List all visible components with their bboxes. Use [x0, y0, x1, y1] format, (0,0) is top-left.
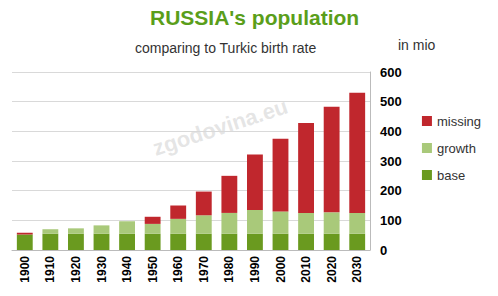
svg-text:2000: 2000 [274, 256, 288, 283]
svg-text:zgodovina.eu: zgodovina.eu [150, 94, 291, 161]
svg-text:2020: 2020 [325, 256, 339, 283]
svg-text:1910: 1910 [43, 256, 57, 283]
svg-text:missing: missing [437, 114, 481, 129]
svg-text:1920: 1920 [69, 256, 83, 283]
svg-text:1980: 1980 [222, 256, 236, 283]
svg-text:1940: 1940 [120, 256, 134, 283]
svg-text:1900: 1900 [18, 256, 32, 283]
svg-text:100: 100 [380, 213, 402, 228]
svg-text:growth: growth [437, 141, 476, 156]
svg-text:300: 300 [380, 154, 402, 169]
svg-text:comparing to Turkic birth rate: comparing to Turkic birth rate [135, 40, 317, 56]
svg-text:base: base [437, 168, 465, 183]
svg-text:500: 500 [380, 94, 402, 109]
svg-text:2010: 2010 [299, 256, 313, 283]
svg-text:RUSSIA's population: RUSSIA's population [150, 6, 359, 29]
svg-text:0: 0 [380, 243, 387, 258]
svg-text:200: 200 [380, 183, 402, 198]
svg-text:400: 400 [380, 124, 402, 139]
svg-text:1970: 1970 [197, 256, 211, 283]
svg-text:in mio: in mio [398, 37, 436, 53]
svg-text:1930: 1930 [95, 256, 109, 283]
svg-text:2030: 2030 [350, 256, 364, 283]
svg-text:1990: 1990 [248, 256, 262, 283]
svg-text:1960: 1960 [171, 256, 185, 283]
svg-text:600: 600 [380, 65, 402, 80]
svg-text:1950: 1950 [146, 256, 160, 283]
